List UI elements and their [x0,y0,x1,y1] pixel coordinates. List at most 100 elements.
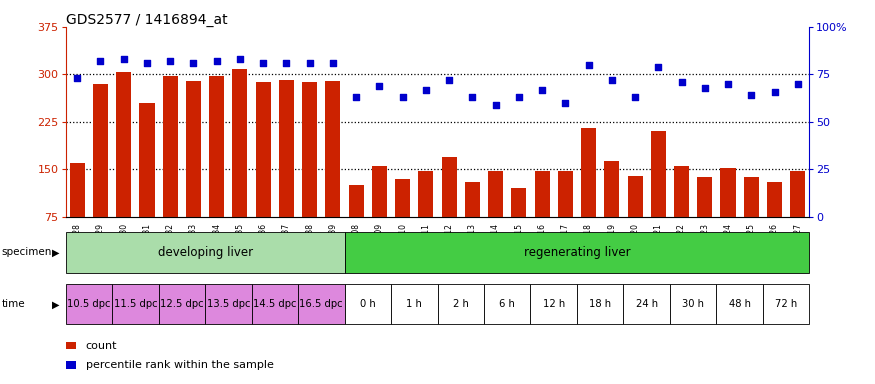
Text: 72 h: 72 h [775,299,797,310]
Point [442,77,456,83]
Bar [326,81,340,265]
Text: 24 h: 24 h [635,299,658,310]
Text: 48 h: 48 h [729,299,751,310]
Point [558,100,572,106]
Point [605,77,619,83]
Bar [302,82,318,265]
Point [233,56,247,62]
Point [791,81,805,87]
Text: 30 h: 30 h [682,299,704,310]
Bar [66,232,345,273]
Bar [163,76,178,265]
Bar [670,284,717,324]
Point [419,86,433,93]
Point [373,83,387,89]
Bar [345,284,391,324]
Text: 0 h: 0 h [360,299,375,310]
Bar [66,284,112,324]
Point [349,94,363,100]
Text: 2 h: 2 h [452,299,469,310]
Bar [442,157,457,265]
Bar [70,163,85,265]
Point [94,58,108,64]
Text: 12 h: 12 h [542,299,565,310]
Bar [418,171,433,265]
Text: ▶: ▶ [52,247,60,258]
Point [767,88,781,94]
Bar [465,182,480,265]
Text: 1 h: 1 h [406,299,423,310]
Point [512,94,526,100]
Text: 11.5 dpc: 11.5 dpc [114,299,158,310]
Point [70,75,84,81]
Text: 10.5 dpc: 10.5 dpc [67,299,110,310]
Bar [530,284,577,324]
Point [186,60,200,66]
Point [140,60,154,66]
Text: specimen: specimen [2,247,52,258]
Bar [205,284,252,324]
Bar [252,284,298,324]
Point [651,64,665,70]
Text: 14.5 dpc: 14.5 dpc [253,299,297,310]
Text: ▶: ▶ [52,299,60,310]
Text: time: time [2,299,25,310]
Text: 6 h: 6 h [500,299,515,310]
Bar [438,284,484,324]
Bar [66,342,76,349]
Bar [717,284,763,324]
Bar [674,166,690,265]
Point [466,94,480,100]
Text: regenerating liver: regenerating liver [523,246,630,259]
Bar [158,284,205,324]
Bar [627,176,642,265]
Point [326,60,340,66]
Bar [348,185,364,265]
Point [675,79,689,85]
Bar [535,171,550,265]
Bar [488,171,503,265]
Text: GDS2577 / 1416894_at: GDS2577 / 1416894_at [66,13,228,27]
Bar [209,76,224,265]
Point [628,94,642,100]
Bar [651,131,666,265]
Text: 13.5 dpc: 13.5 dpc [206,299,250,310]
Point [745,92,759,98]
Bar [767,182,782,265]
Bar [186,81,201,265]
Bar [511,189,527,265]
Bar [391,284,438,324]
Bar [233,70,248,265]
Bar [605,161,620,265]
Bar [577,284,623,324]
Bar [279,80,294,265]
Text: 12.5 dpc: 12.5 dpc [160,299,204,310]
Point [116,56,130,62]
Bar [790,171,805,265]
Point [396,94,410,100]
Bar [112,284,158,324]
Bar [720,168,736,265]
Bar [345,232,809,273]
Point [256,60,270,66]
Point [164,58,178,64]
Point [721,81,735,87]
Point [279,60,293,66]
Bar [744,177,759,265]
Text: 16.5 dpc: 16.5 dpc [299,299,343,310]
Text: developing liver: developing liver [158,246,253,259]
Point [697,84,711,91]
Point [536,86,550,93]
Point [582,62,596,68]
Bar [116,73,131,265]
Bar [484,284,530,324]
Bar [93,84,108,265]
Bar [298,284,345,324]
Bar [255,82,270,265]
Point [488,102,502,108]
Point [303,60,317,66]
Bar [623,284,670,324]
Bar [763,284,809,324]
Bar [396,179,410,265]
Text: 18 h: 18 h [589,299,612,310]
